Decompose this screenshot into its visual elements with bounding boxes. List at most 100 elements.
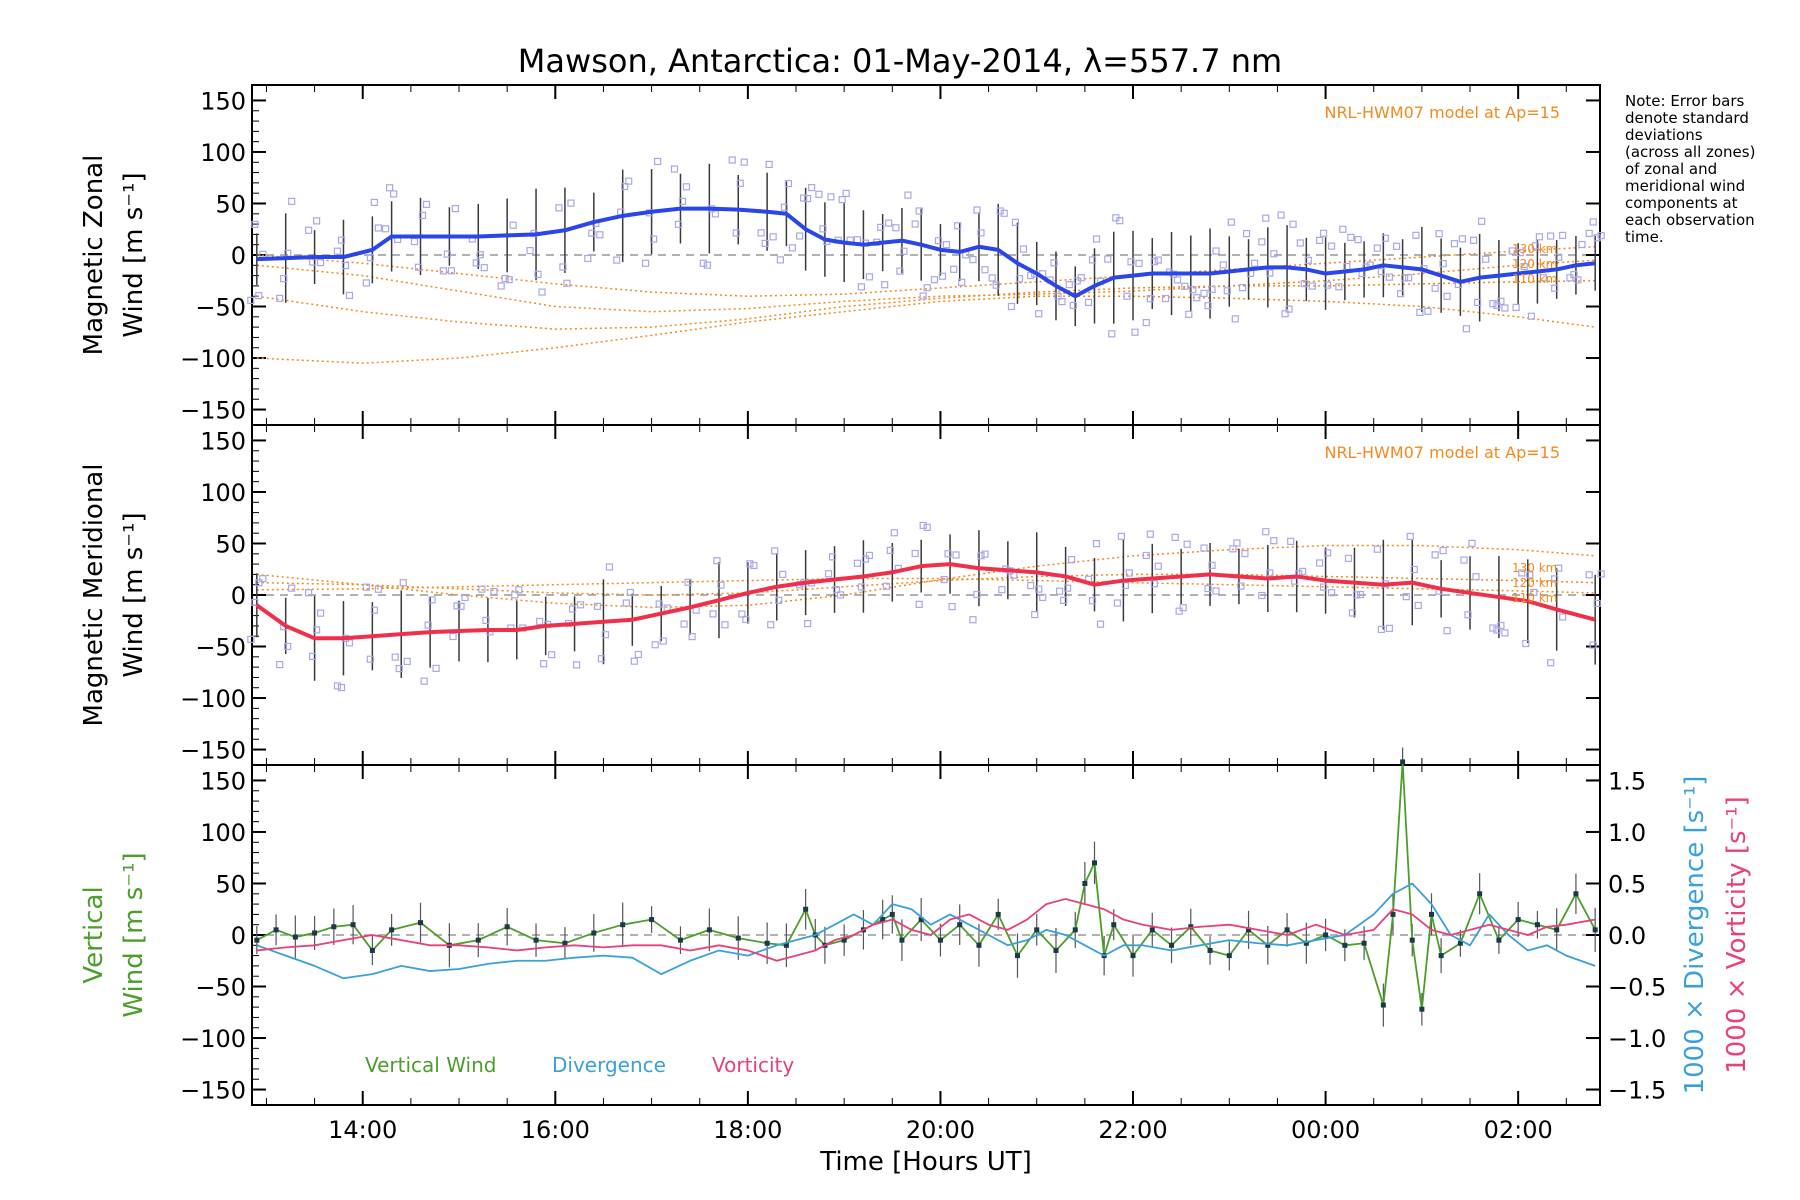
vertical-wind-point (1226, 953, 1232, 959)
zonal-scatter-point (534, 270, 542, 279)
vertical-wind-point (1515, 917, 1521, 923)
zonal-scatter-point (1161, 294, 1170, 303)
meridional-scatter-point (1522, 639, 1530, 648)
meridional-scatter-point (836, 591, 845, 599)
zonal-scatter-point (1439, 260, 1447, 268)
zonal-scatter-point (613, 256, 621, 264)
zonal-scatter-point (1296, 239, 1304, 247)
zonal-scatter-point (930, 276, 939, 284)
meridional-ytick-label: 100 (200, 479, 246, 507)
vertical-wind-point (1034, 927, 1040, 933)
zonal-scatter-point (842, 189, 850, 197)
meridional-scatter-point (1526, 571, 1534, 579)
zonal-scatter-point (625, 177, 633, 185)
meridional-ylabel: Magnetic Meridional Wind [m s⁻¹] (79, 464, 149, 727)
zonal-scatter-point (1412, 231, 1420, 239)
zonal-scatter-point (1131, 328, 1139, 336)
panel-meridional: −150 −100 −50 0 50 100 150 NRL-HWM07 model at … (79, 424, 1605, 766)
vertical-wind-point (1457, 940, 1463, 946)
zonal-scatter-point (649, 235, 658, 243)
vertical-wind-point (803, 906, 809, 912)
zonal-scatter-point (877, 223, 885, 231)
zonal-scatter-point (1069, 301, 1077, 310)
vertical-wind-point (562, 940, 568, 946)
vertical-wind-point (591, 930, 597, 936)
x-tick-label: 16:00 (521, 1116, 590, 1144)
vertical-wind-point (475, 937, 481, 943)
zonal-scatter-point (370, 198, 378, 206)
note-line: of zonal and (1625, 160, 1717, 178)
meridional-scatter-point (828, 553, 837, 561)
vertical-ytick-label: −50 (195, 974, 246, 1002)
meridional-scatter-point (1150, 580, 1158, 588)
meridional-ytick-label: −50 (195, 634, 246, 662)
zonal-scatter-point (526, 246, 534, 255)
zonal-scatter-point (1470, 236, 1478, 244)
vertical-wind-point (783, 942, 789, 948)
meridional-scatter-point (1319, 583, 1328, 591)
meridional-scatter-point (1287, 537, 1295, 545)
meridional-scatter-point (713, 557, 721, 565)
vertical-wind-point (937, 937, 943, 943)
meridional-scatter-point (461, 593, 469, 602)
zonal-height-label: 120 km (1512, 257, 1557, 271)
zonal-scatter-point (414, 263, 423, 271)
zonal-scatter-point (1377, 268, 1385, 276)
meridional-scatter-point (771, 547, 779, 555)
meridional-scatter-point (940, 575, 948, 584)
meridional-scatter-point (915, 600, 923, 608)
zonal-scatter-point (815, 190, 823, 198)
zonal-scatter-point (1212, 247, 1220, 255)
vertical-ytick-label: −100 (180, 1025, 246, 1053)
zonal-model-curve (256, 246, 1596, 297)
divergence-ytick-label: −0.5 (1608, 974, 1666, 1002)
zonal-scatter-point (563, 279, 571, 287)
vertical-wind-point (389, 927, 395, 933)
vertical-wind-point (1207, 947, 1213, 953)
legend-divergence: Divergence (552, 1053, 666, 1077)
zonal-scatter-point (1065, 281, 1073, 289)
vertical-wind-point (889, 911, 895, 917)
meridional-scatter-point (1088, 597, 1097, 605)
zonal-scatter-point (1431, 284, 1439, 292)
vorticity-line (256, 898, 1596, 962)
zonal-scatter-point (1050, 259, 1058, 267)
zonal-scatter-point (443, 250, 451, 258)
meridional-scatter-point (919, 521, 927, 530)
zonal-scatter-point (1150, 258, 1158, 266)
meridional-scatter-point (1208, 561, 1216, 569)
x-tick-label: 00:00 (1291, 1116, 1360, 1144)
zonal-scatter-point (1547, 232, 1555, 240)
zonal-scatter-point (1424, 307, 1432, 315)
zonal-scatter-point (1401, 274, 1409, 282)
vertical-wind-point (273, 927, 279, 933)
meridional-scatter-point (362, 583, 370, 591)
zonal-scatter-point (950, 265, 958, 273)
zonal-scatter-point (1489, 300, 1497, 308)
zonal-scatter-point (1116, 217, 1124, 225)
meridional-scatter-point (391, 653, 399, 661)
zonal-scatter-point (732, 229, 740, 237)
meridional-scatter-point (977, 552, 985, 560)
meridional-scatter-point (428, 596, 436, 604)
zonal-ytick-label: 50 (215, 190, 246, 218)
zonal-scatter-point (341, 261, 350, 270)
zonal-scatter-point (1508, 247, 1516, 255)
zonal-scatter-point (1127, 258, 1135, 266)
meridional-scatter-point (1377, 625, 1385, 634)
meridional-scatter-point (1460, 556, 1468, 564)
meridional-scatter-point (865, 551, 874, 560)
meridional-scatter-point (1142, 551, 1150, 560)
divergence-ylabel: 1000 × Divergence [s⁻¹] (1680, 776, 1710, 1095)
vertical-wind-point (1082, 880, 1088, 886)
zonal-scatter-point (501, 274, 509, 283)
meridional-scatter-point (1352, 591, 1361, 599)
note-line: each observation (1625, 211, 1755, 229)
zonal-scatter-point (1527, 312, 1536, 320)
meridional-ylabel-line: Wind [m s⁻¹] (119, 512, 149, 677)
meridional-scatter-point (779, 570, 787, 578)
vertical-wind-point (1390, 911, 1396, 917)
vertical-wind-point (418, 920, 423, 926)
zonal-scatter-point (711, 210, 719, 218)
zonal-scatter-point (934, 237, 943, 245)
